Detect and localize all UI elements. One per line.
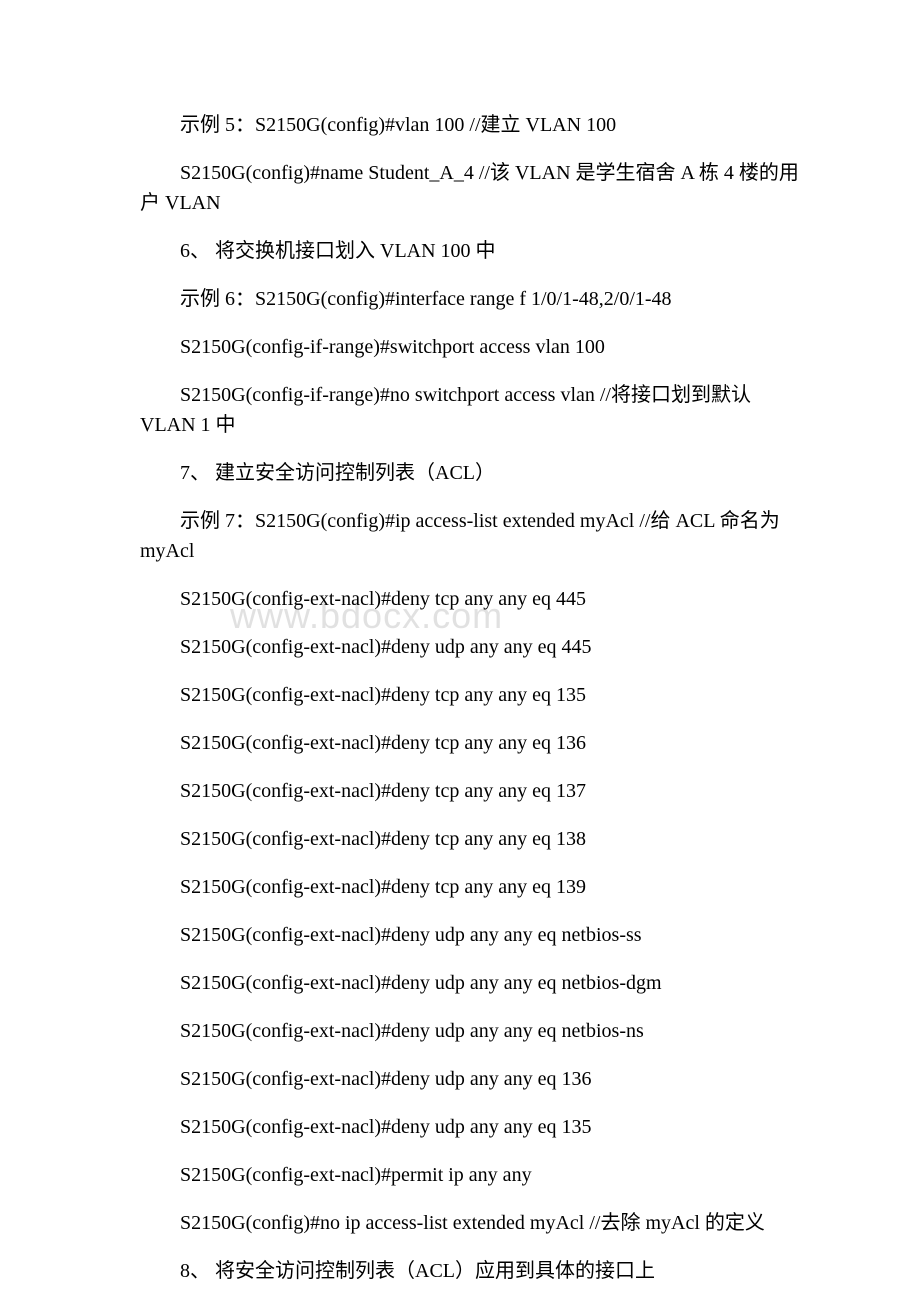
text-line: S2150G(config-ext-nacl)#deny udp any any… (140, 920, 800, 950)
text-line: S2150G(config-ext-nacl)#deny udp any any… (140, 968, 800, 998)
text-line: 示例 6：S2150G(config)#interface range f 1/… (140, 284, 800, 314)
text-line: S2150G(config-ext-nacl)#deny tcp any any… (140, 776, 800, 806)
text-line: 示例 7：S2150G(config)#ip access-list exten… (140, 506, 800, 566)
text-line: 示例 5：S2150G(config)#vlan 100 //建立 VLAN 1… (140, 110, 800, 140)
text-line: S2150G(config-if-range)#switchport acces… (140, 332, 800, 362)
text-line: S2150G(config-ext-nacl)#permit ip any an… (140, 1160, 800, 1190)
text-line: S2150G(config-ext-nacl)#deny tcp any any… (140, 824, 800, 854)
text-line: S2150G(config-ext-nacl)#deny tcp any any… (140, 584, 800, 614)
text-line: 8、 将安全访问控制列表（ACL）应用到具体的接口上 (140, 1256, 800, 1286)
text-line: S2150G(config-ext-nacl)#deny udp any any… (140, 1016, 800, 1046)
text-line: S2150G(config-ext-nacl)#deny tcp any any… (140, 728, 800, 758)
document-content: 示例 5：S2150G(config)#vlan 100 //建立 VLAN 1… (140, 110, 800, 1286)
text-line: S2150G(config-ext-nacl)#deny udp any any… (140, 1112, 800, 1142)
text-line: S2150G(config)#no ip access-list extende… (140, 1208, 800, 1238)
text-line: S2150G(config-ext-nacl)#deny udp any any… (140, 1064, 800, 1094)
text-line: S2150G(config-ext-nacl)#deny udp any any… (140, 632, 800, 662)
text-line: 7、 建立安全访问控制列表（ACL） (140, 458, 800, 488)
text-line: 6、 将交换机接口划入 VLAN 100 中 (140, 236, 800, 266)
text-line: S2150G(config)#name Student_A_4 //该 VLAN… (140, 158, 800, 218)
text-line: S2150G(config-ext-nacl)#deny tcp any any… (140, 872, 800, 902)
text-line: S2150G(config-ext-nacl)#deny tcp any any… (140, 680, 800, 710)
text-line: S2150G(config-if-range)#no switchport ac… (140, 380, 800, 440)
